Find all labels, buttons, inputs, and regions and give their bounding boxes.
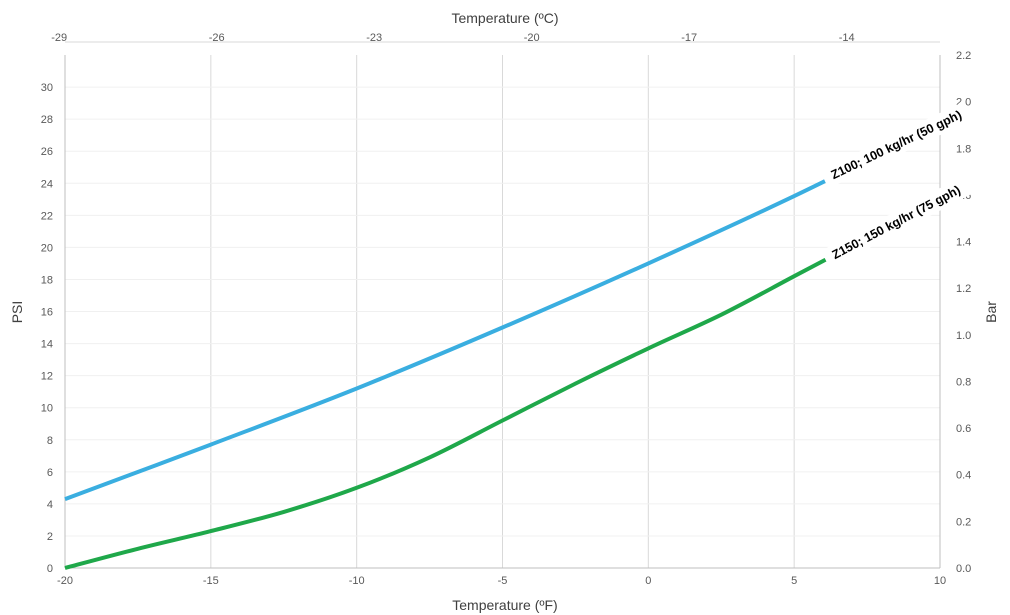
x-bottom-tick-label: -5 [498, 575, 508, 587]
y-left-tick-label: 12 [41, 371, 53, 383]
series-line-1 [64, 122, 941, 501]
x-bottom-tick-label: 0 [645, 575, 651, 587]
x-top-tick-label: -23 [366, 32, 382, 44]
y-right-tick-label: 1.2 [956, 283, 971, 295]
axes [64, 41, 941, 569]
x-bottom-tick-label: -15 [203, 575, 219, 587]
y-left-tick-label: 26 [41, 146, 53, 158]
y-left-tick-label: 8 [47, 435, 53, 447]
y-right-axis-title: Bar [983, 301, 999, 323]
x-bottom-tick-label: 10 [934, 575, 946, 587]
y-right-tick-label: 0.6 [956, 423, 971, 435]
y-right-tick-label: 0.0 [956, 563, 971, 575]
x-bottom-axis-title: Temperature (ºF) [452, 597, 557, 613]
series-lines [64, 122, 941, 570]
series-label-backdrop [819, 101, 973, 189]
y-left-tick-label: 6 [47, 467, 53, 479]
x-bottom-tick-label: -20 [57, 575, 73, 587]
y-right-tick-label: 0.4 [956, 470, 971, 482]
y-left-tick-label: 16 [41, 307, 53, 319]
y-left-tick-label: 10 [41, 403, 53, 415]
y-left-tick-label: 28 [41, 114, 53, 126]
y-left-tick-label: 2 [47, 531, 53, 543]
y-right-tick-label: 2.2 [956, 50, 971, 62]
x-top-tick-label: -14 [839, 32, 855, 44]
y-right-tick-label: 0.2 [956, 516, 971, 528]
series-label-group-2: Z150; 150 kg/hr (75 gph) [820, 176, 972, 269]
x-top-tick-label: -20 [524, 32, 540, 44]
series-label-backdrop [820, 176, 972, 269]
x-top-tick-label: -26 [209, 32, 225, 44]
y-left-tick-label: 14 [41, 339, 53, 351]
y-right-tick-label: 1.8 [956, 143, 971, 155]
x-top-axis-title: Temperature (ºC) [451, 10, 558, 26]
y-right-tick-label: 1.0 [956, 330, 971, 342]
series-line-2 [64, 197, 941, 570]
gridlines [65, 55, 940, 568]
y-left-tick-label: 18 [41, 274, 53, 286]
tick-labels: -20 -15 -10 -5 0 5 10-29 -26 -23 -20 -17 -140246810… [41, 32, 972, 587]
x-top-tick-label: -17 [681, 32, 697, 44]
y-left-tick-label: 22 [41, 210, 53, 222]
x-top-tick-label: -29 [51, 32, 67, 44]
y-right-tick-label: 1.4 [956, 237, 971, 249]
y-left-tick-label: 20 [41, 242, 53, 254]
y-left-axis-title: PSI [9, 301, 25, 324]
y-left-tick-label: 30 [41, 82, 53, 94]
series-label-2: Z150; 150 kg/hr (75 gph) [830, 183, 963, 262]
y-left-tick-label: 24 [41, 178, 53, 190]
y-left-tick-label: 0 [47, 563, 53, 575]
y-left-tick-label: 4 [47, 499, 53, 511]
series-label-group-1: Z100; 100 kg/hr (50 gph) [819, 101, 973, 189]
series-labels: Z100; 100 kg/hr (50 gph)Z150; 150 kg/hr … [819, 101, 973, 269]
y-right-tick-label: 0.8 [956, 376, 971, 388]
x-bottom-tick-label: 5 [791, 575, 797, 587]
x-bottom-tick-label: -10 [349, 575, 365, 587]
